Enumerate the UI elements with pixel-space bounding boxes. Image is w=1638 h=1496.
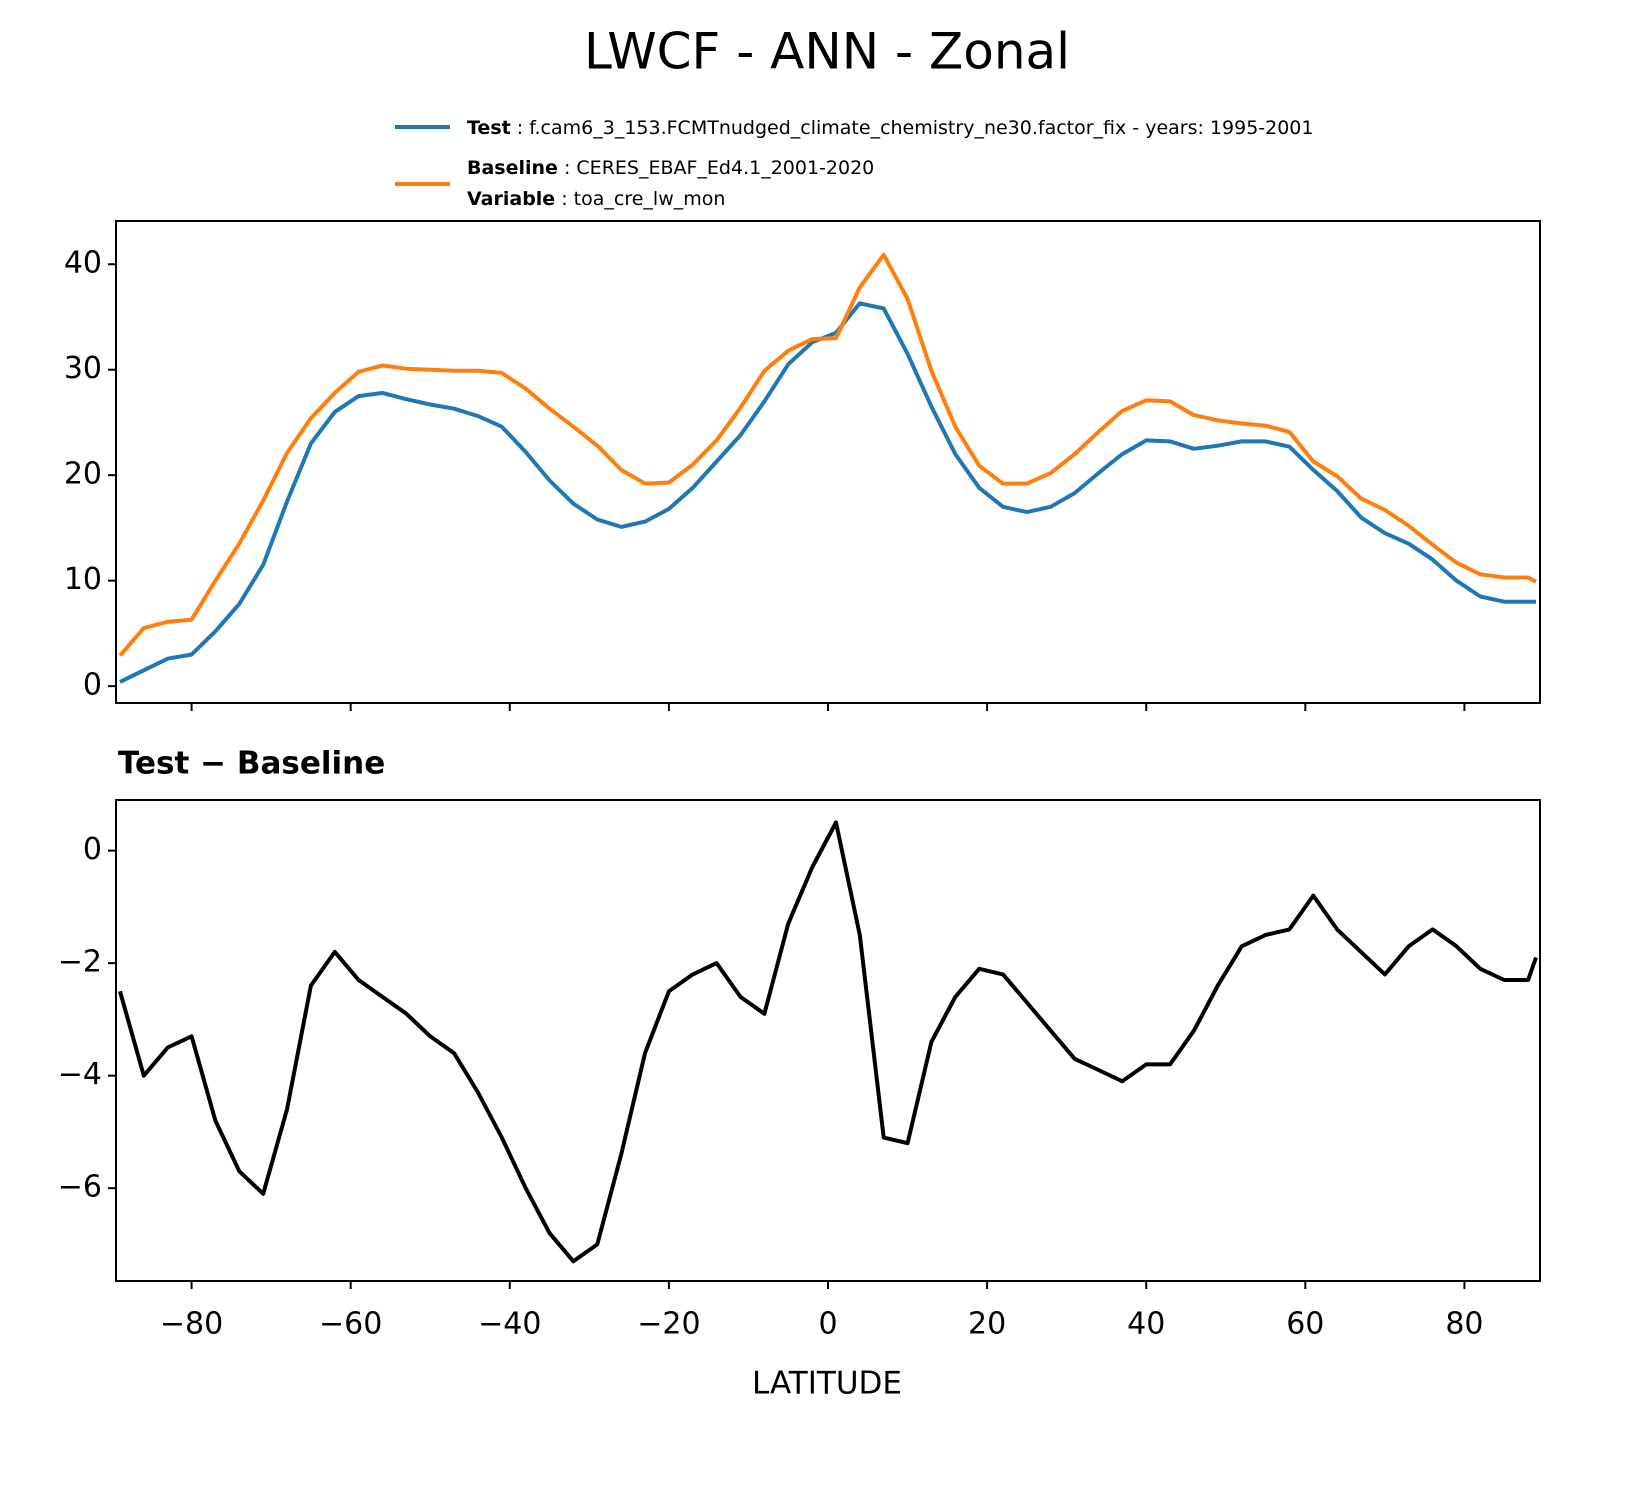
data-line (119, 301, 1536, 684)
y-tick-label: 30 (64, 351, 102, 386)
x-tick-label: −80 (160, 1307, 223, 1342)
x-tick-label: −40 (478, 1307, 541, 1342)
data-line (118, 820, 1538, 1264)
x-tick-label: 0 (818, 1307, 837, 1342)
axes-frame (115, 799, 1541, 1282)
legend-label: : CERES_EBAF_Ed4.1_2001-2020 (558, 157, 874, 179)
y-tick-label: −4 (58, 1057, 102, 1092)
legend-name: Baseline (467, 157, 558, 179)
x-tick-label: −20 (637, 1307, 700, 1342)
y-tick-label: 40 (64, 246, 102, 281)
legend-name: Test (467, 117, 511, 139)
legend: Test : f.cam6_3_153.FCMTnudged_climate_c… (467, 117, 1314, 210)
y-tick-label: 0 (83, 668, 102, 703)
y-tick-label: 20 (64, 457, 102, 492)
x-tick-label: 40 (1127, 1307, 1165, 1342)
x-axis-label: LATITUDE (752, 1366, 902, 1402)
axes-frame (115, 220, 1541, 704)
legend-label: : toa_cre_lw_mon (555, 188, 725, 210)
y-tick-label: 0 (83, 832, 102, 867)
x-tick-label: 20 (968, 1307, 1006, 1342)
plot-area (118, 252, 1537, 684)
y-tick-label: −6 (58, 1170, 102, 1205)
legend-entry: Baseline : CERES_EBAF_Ed4.1_2001-2020 (467, 157, 874, 179)
figure-title: LWCF - ANN - Zonal (584, 23, 1070, 81)
x-tick-label: 80 (1445, 1307, 1483, 1342)
legend-entry: Variable : toa_cre_lw_mon (467, 188, 725, 210)
plot-area (118, 820, 1538, 1264)
x-tick-label: 60 (1286, 1307, 1324, 1342)
x-tick-label: −60 (319, 1307, 382, 1342)
legend-entry: Test : f.cam6_3_153.FCMTnudged_climate_c… (467, 117, 1314, 139)
data-line (118, 252, 1537, 657)
y-tick-label: 10 (64, 562, 102, 597)
legend-label: : f.cam6_3_153.FCMTnudged_climate_chemis… (511, 117, 1314, 139)
y-tick-label: −2 (58, 945, 102, 980)
panel-title: Test − Baseline (118, 746, 385, 782)
legend-name: Variable (467, 188, 555, 210)
